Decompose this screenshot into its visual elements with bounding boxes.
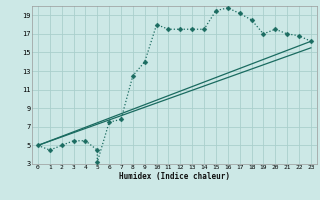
X-axis label: Humidex (Indice chaleur): Humidex (Indice chaleur) [119, 172, 230, 181]
